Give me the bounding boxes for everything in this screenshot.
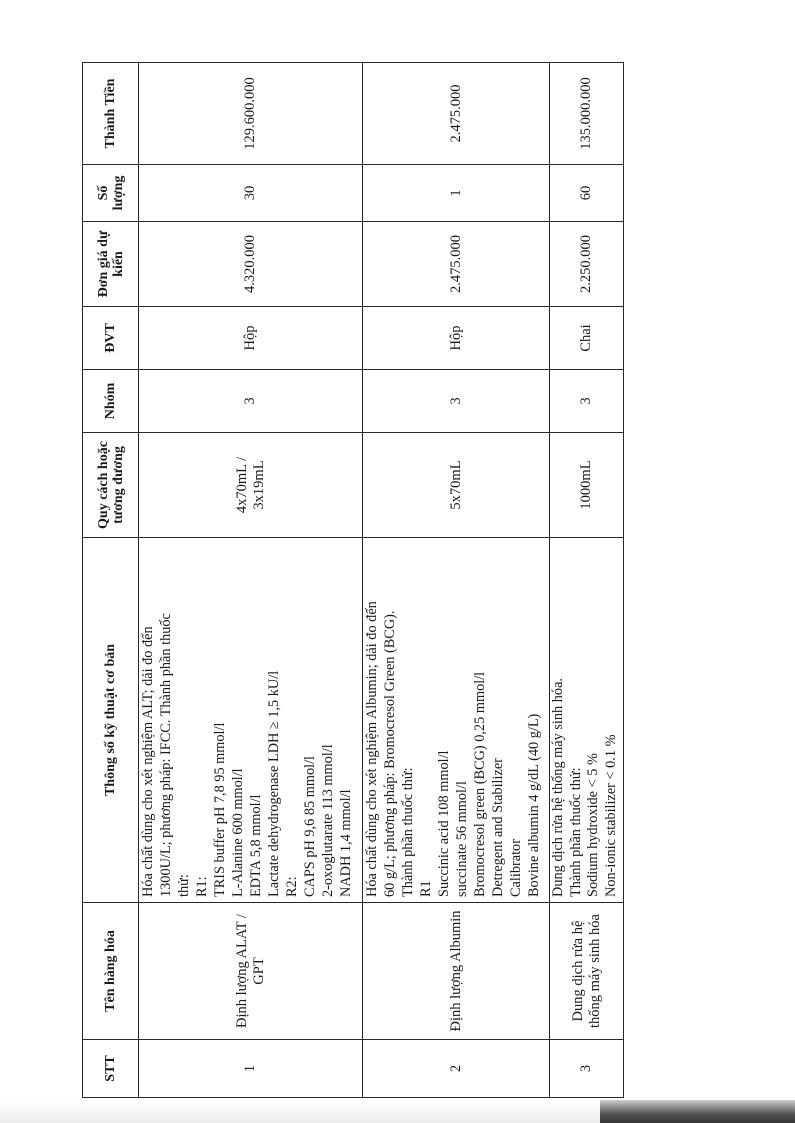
cell-stt: 1 [138, 1039, 363, 1098]
cell-packaging: 5x70mL [362, 432, 550, 538]
cell-spec: Hóa chất dùng cho xét nghiệm Albumin; dả… [362, 537, 550, 903]
product-table: STT Tên hàng hóa Thông số kỹ thuật cơ bản Q… [82, 62, 624, 1098]
header-unit-price: Đơn giá dự kiến [82, 221, 139, 307]
cell-group: 3 [362, 369, 550, 433]
spec-line: Sodium hydroxide < 5 % [585, 753, 601, 897]
spec-line: 60 g/L; phương pháp: Bromocresol Green (… [382, 610, 398, 897]
cell-unit-price: 2.250.000 [549, 221, 624, 307]
cell-name: Định lượng Albumin [362, 902, 550, 1040]
cell-unit-price: 4.320.000 [138, 221, 363, 307]
header-row: STT Tên hàng hóa Thông số kỹ thuật cơ bản Q… [82, 62, 139, 1098]
rotated-page: STT Tên hàng hóa Thông số kỹ thuật cơ bản Q… [82, 62, 624, 1098]
spec-line: NADH 1,4 mmol/l [338, 789, 354, 897]
spec-line: R2: [284, 876, 300, 897]
cell-quantity: 60 [549, 164, 624, 222]
spec-line: Bromocresol green (BCG) 0,25 mmol/l [472, 671, 488, 897]
header-group: Nhóm [82, 369, 139, 433]
spec-line: thử: [176, 874, 192, 897]
cell-stt: 2 [362, 1039, 550, 1098]
cell-name: Định lượng ALAT / GPT [138, 902, 363, 1040]
table-row: 2 Định lượng Albumin Hóa chất dùng cho xét… [362, 62, 550, 1098]
cell-unit: Hộp [138, 306, 363, 370]
cell-unit: Chai [549, 306, 624, 370]
spec-line: Lactate dehydrogenase LDH ≥ 1,5 kU/l [266, 670, 282, 897]
header-spec: Thông số kỹ thuật cơ bản [82, 537, 139, 903]
scan-edge [600, 1100, 795, 1123]
spec-line: Bovine albumin 4 g/dL (40 g/L) [526, 713, 542, 897]
spec-line: EDTA 5,8 mmol/l [248, 794, 264, 897]
spec-line: Thành phần thuốc thử: [567, 767, 584, 897]
cell-spec: Hóa chất dùng cho xét nghiệm ALT; dải đo… [138, 537, 363, 903]
spec-line: CAPS pH 9,6 85 mmol/l [302, 755, 318, 897]
cell-total: 135.000.000 [549, 62, 624, 165]
spec-line: 1300U/L; phương pháp: IFCC. Thành phần t… [158, 613, 174, 897]
table-row: 1 Định lượng ALAT / GPT Hóa chất dùng cho … [138, 62, 363, 1098]
header-quantity: Số lượng [82, 164, 139, 222]
scan-shadow [0, 1100, 600, 1123]
cell-unit-price: 2.475.000 [362, 221, 550, 307]
header-stt: STT [82, 1039, 139, 1098]
cell-unit: Hộp [362, 306, 550, 370]
cell-quantity: 1 [362, 164, 550, 222]
cell-packaging: 1000mL [549, 432, 624, 538]
spec-line: succinate 56 mmol/l [454, 781, 470, 897]
header-name: Tên hàng hóa [82, 902, 139, 1040]
spec-line: L-Alanine 600 mmol/l [230, 768, 246, 897]
spec-line: Hóa chất dùng cho xét nghiệm Albumin; dả… [364, 601, 380, 897]
spec-line: Detregent and Stabilizer [490, 758, 506, 897]
header-total: Thành Tiền [82, 62, 139, 165]
spec-line: Thành phần thuốc thử: [400, 767, 416, 897]
spec-line: R1 [418, 880, 434, 897]
cell-packaging: 4x70mL / 3x19mL [138, 432, 363, 538]
spec-line: R1: [194, 876, 210, 897]
spec-line: Succinic acid 108 mmol/l [436, 750, 452, 897]
cell-name: Dung dịch rửa hệ thống máy sinh hóa [549, 902, 624, 1040]
cell-quantity: 30 [138, 164, 363, 222]
table-row: 3 Dung dịch rửa hệ thống máy sinh hóa Dung… [549, 62, 624, 1098]
cell-spec: Dung dịch rửa hệ thống máy sinh hóa. Thàn… [549, 537, 624, 903]
spec-line: Non-ionic stabilizer < 0.1 % [602, 734, 619, 897]
spec-line: 2-oxoglutarate 113 mmol/l [320, 744, 336, 897]
spec-line: TRIS buffer pH 7,8 95 mmol/l [212, 722, 228, 897]
cell-total: 2.475.000 [362, 62, 550, 165]
cell-group: 3 [549, 369, 624, 433]
spec-line: Dung dịch rửa hệ thống máy sinh hóa. [550, 678, 566, 897]
spec-line: Hóa chất dùng cho xét nghiệm ALT; dải đo… [140, 626, 156, 897]
header-packaging: Quy cách hoặc tương đương [82, 432, 139, 538]
cell-total: 129.600.000 [138, 62, 363, 165]
cell-stt: 3 [549, 1039, 624, 1098]
header-unit: ĐVT [82, 306, 139, 370]
spec-line: Calibrator [508, 839, 524, 897]
cell-group: 3 [138, 369, 363, 433]
